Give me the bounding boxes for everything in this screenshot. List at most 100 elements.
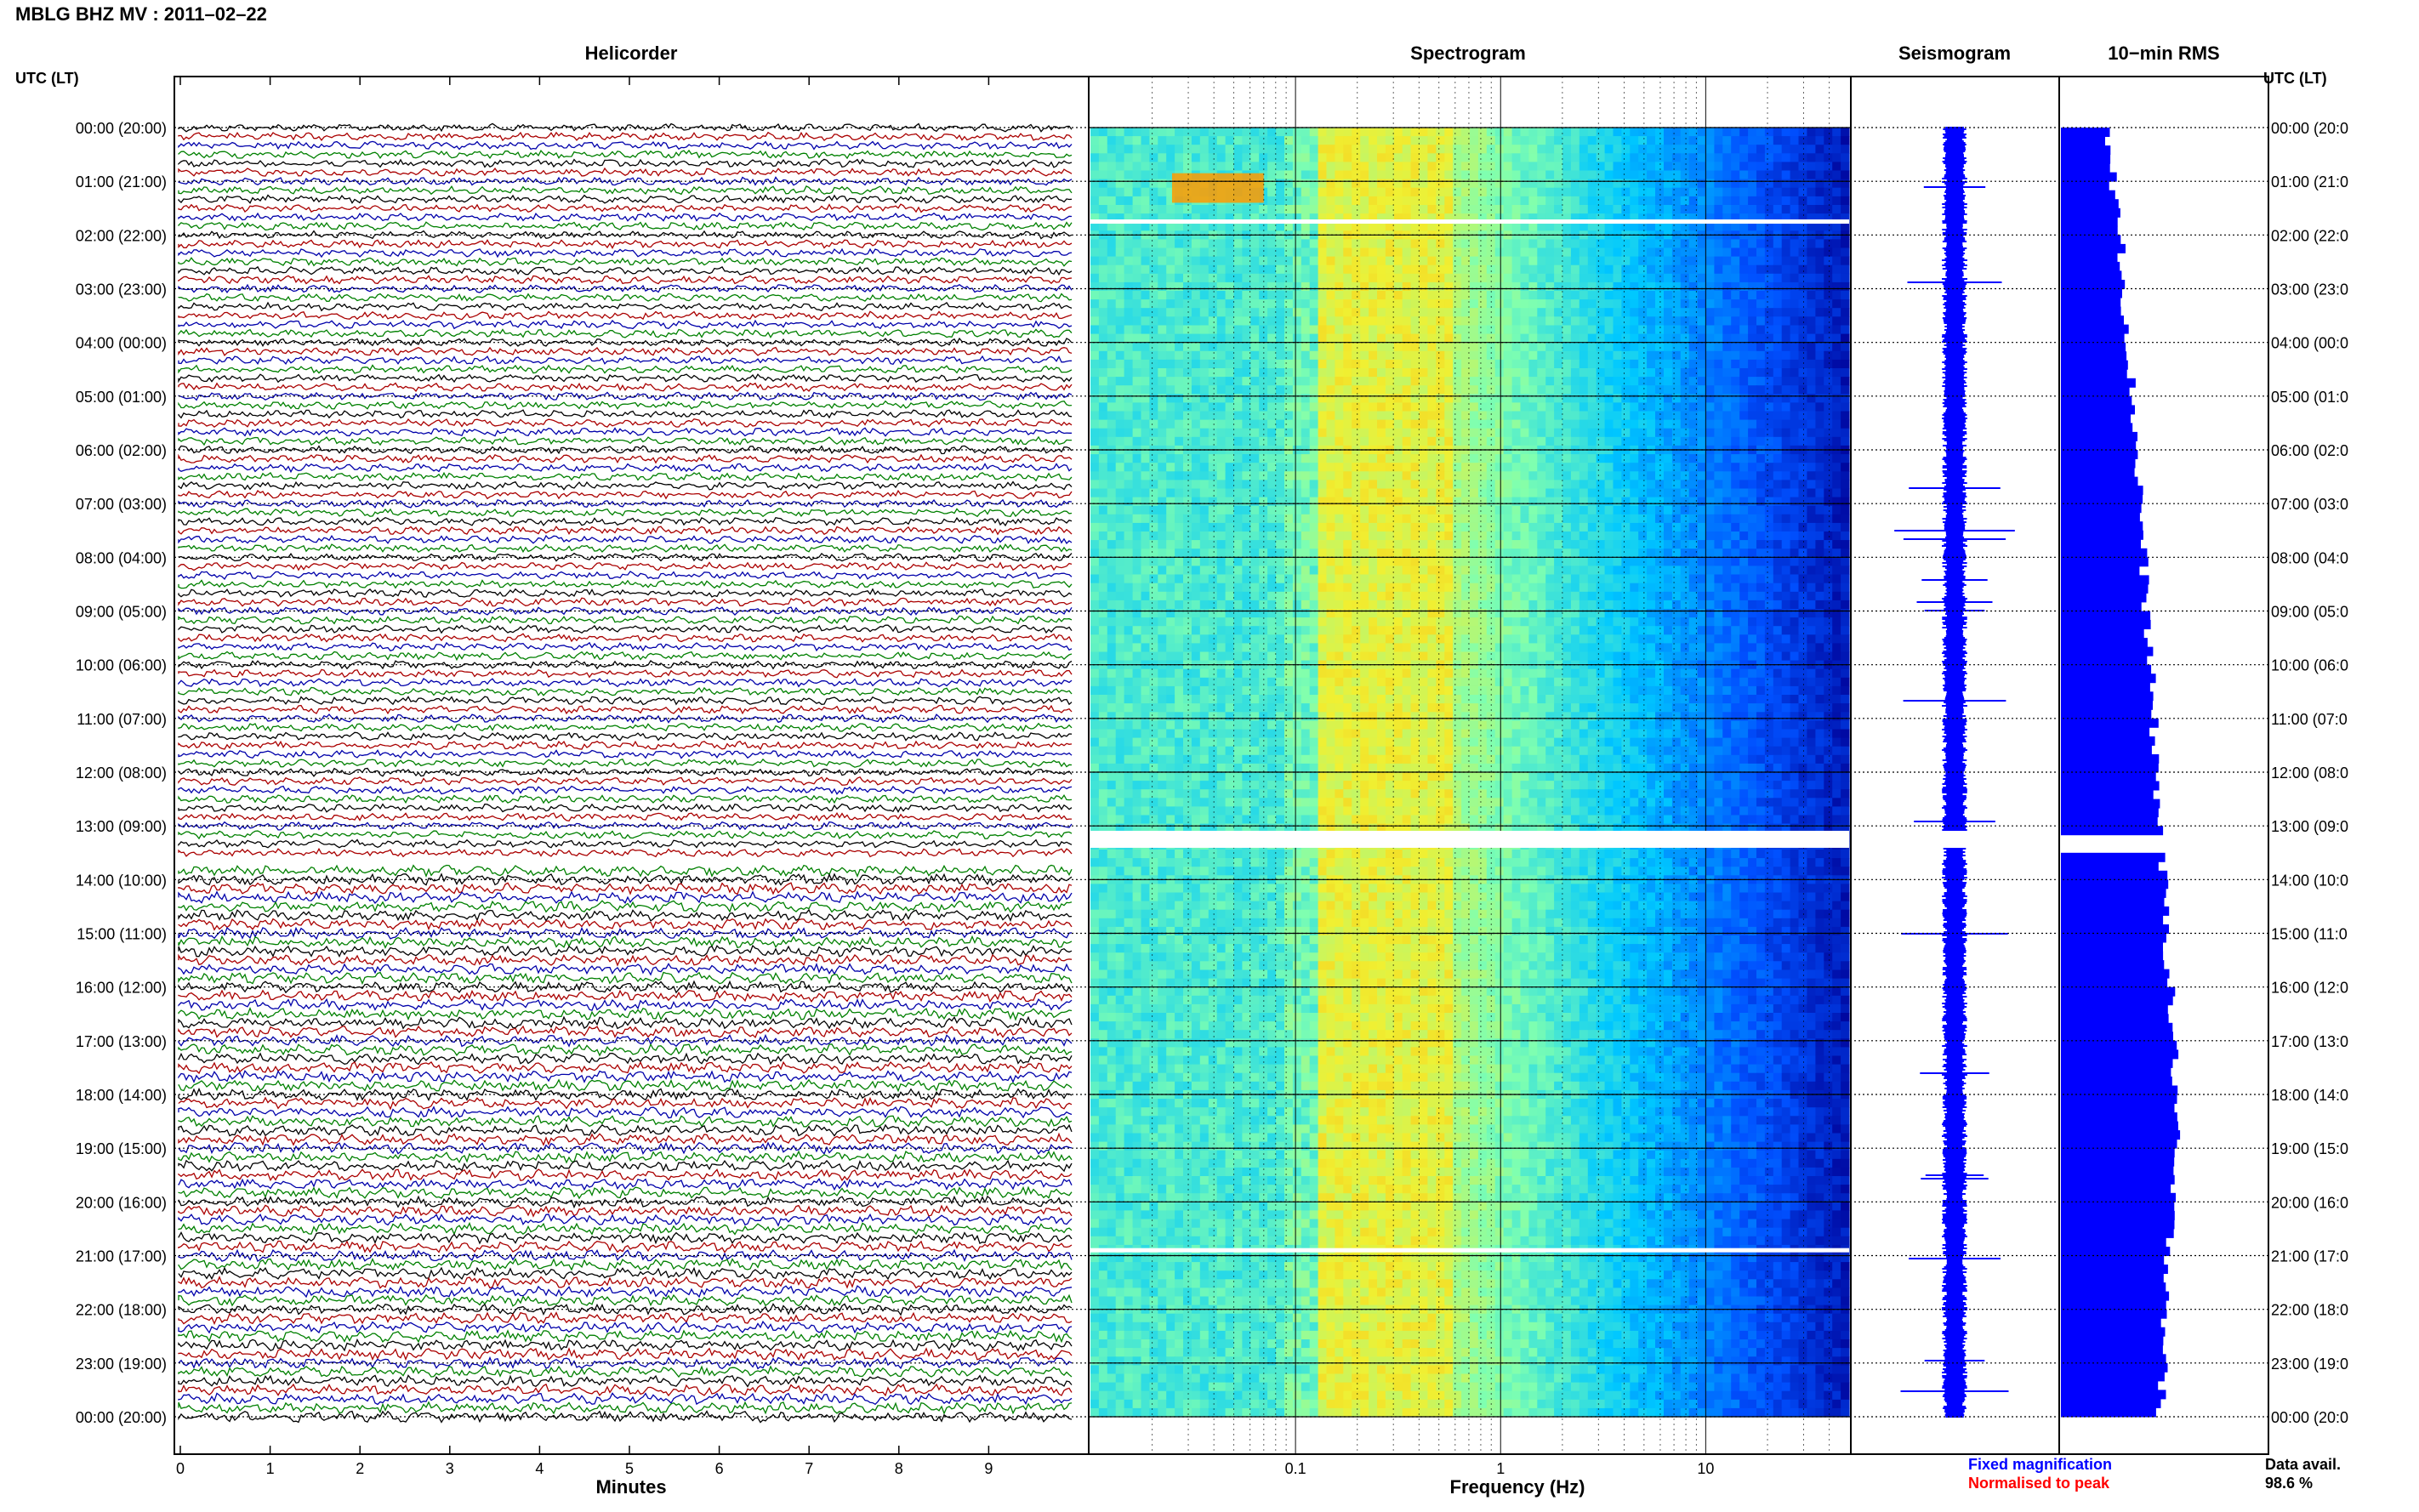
spectrogram-cell [1807,394,1816,403]
spectrogram-cell [1115,187,1125,197]
spectrogram-cell [1613,222,1622,231]
spectrogram-cell [1688,299,1699,309]
spectrogram-cell [1352,540,1361,549]
spectrogram-cell [1335,402,1344,412]
spectrogram-cell [1410,463,1420,472]
spectrogram-cell [1369,540,1378,549]
spectrogram-cell [1798,308,1807,317]
spectrogram-cell [1199,316,1210,326]
spectrogram-cell [1596,566,1606,576]
spectrogram-cell [1630,531,1639,541]
spectrogram-cell [1486,273,1496,283]
spectrogram-cell [1216,308,1227,317]
spectrogram-cell [1638,471,1648,480]
spectrogram-cell [1722,222,1732,231]
spectrogram-cell [1436,359,1445,369]
spectrogram-cell [1326,162,1335,172]
spectrogram-cell [1250,342,1260,352]
spectrogram-cell [1824,222,1833,231]
spectrogram-cell [1697,308,1707,317]
spectrogram-cell [1352,359,1361,369]
spectrogram-cell [1360,128,1369,137]
spectrogram-cell [1807,291,1816,300]
spectrogram-cell [1444,385,1454,395]
spectrogram-cell [1748,247,1757,258]
spectrogram-cell [1705,222,1715,231]
spectrogram-cell [1748,385,1757,395]
spectrogram-cell [1436,557,1445,566]
spectrogram-cell [1714,222,1723,231]
spectrogram-cell [1225,540,1235,549]
spectrogram-cell [1335,247,1344,258]
spectrogram-cell [1208,153,1218,162]
spectrogram-cell [1385,600,1395,610]
spectrogram-cell [1369,600,1378,610]
spectrogram-cell [1267,308,1277,317]
spectrogram-cell [1664,591,1673,601]
spectrogram-cell [1756,273,1766,283]
spectrogram-cell [1250,316,1260,326]
spectrogram-cell [1453,394,1462,403]
spectrogram-cell [1486,264,1496,275]
spectrogram-cell [1318,488,1328,498]
spectrogram-cell [1419,419,1428,429]
spectrogram-cell [1621,454,1631,463]
spectrogram-cell [1773,316,1783,326]
spectrogram-cell [1697,170,1707,180]
spectrogram-cell [1671,419,1682,429]
spectrogram-cell [1554,411,1563,421]
spectrogram-cell [1655,222,1665,231]
spectrogram-cell [1570,299,1580,309]
spectrogram-cell [1604,222,1614,231]
spectrogram-cell [1688,497,1699,507]
spectrogram-cell [1748,454,1757,463]
spectrogram-cell [1680,333,1690,344]
spectrogram-cell [1191,273,1201,283]
spectrogram-cell [1158,419,1167,429]
spectrogram-cell [1175,239,1184,249]
spectrogram-cell [1393,591,1403,601]
spectrogram-cell [1554,428,1563,438]
spectrogram-cell [1402,299,1412,309]
spectrogram-cell [1841,205,1850,214]
spectrogram-cell [1208,136,1218,145]
spectrogram-cell [1756,205,1766,214]
spectrogram-cell [1511,557,1522,566]
spectrogram-cell [1705,170,1715,180]
spectrogram-cell [1343,377,1352,386]
spectrogram-cell [1798,428,1807,438]
spectrogram-cell [1815,325,1824,335]
spectrogram-cell [1697,281,1707,292]
spectrogram-cell [1090,557,1100,566]
spectrogram-cell [1453,256,1462,266]
spectrogram-cell [1242,239,1251,249]
spectrogram-cell [1369,428,1378,438]
spectrogram-cell [1326,342,1335,352]
spectrogram-cell [1511,342,1522,352]
spectrogram-cell [1124,170,1134,180]
spectrogram-cell [1647,162,1656,172]
spectrogram-cell [1369,591,1378,601]
spectrogram-cell [1570,205,1580,214]
spectrogram-cell [1579,273,1589,283]
spectrogram-cell [1545,377,1555,386]
spectrogram-cell [1781,583,1791,593]
spectrogram-cell [1309,591,1319,601]
spectrogram-cell [1664,497,1673,507]
spectrogram-cell [1781,497,1791,507]
spectrogram-cell [1705,264,1715,275]
spectrogram-cell [1436,522,1445,532]
spectrogram-cell [1520,428,1529,438]
spectrogram-cell [1756,247,1766,258]
spectrogram-cell [1739,128,1749,137]
spectrogram-cell [1343,514,1352,524]
spectrogram-cell [1824,549,1833,558]
spectrogram-cell [1807,222,1816,231]
spectrogram-cell [1798,299,1807,309]
spectrogram-cell [1511,574,1522,584]
spectrogram-cell [1638,342,1648,352]
spectrogram-cell [1158,488,1167,498]
spectrogram-cell [1655,557,1665,566]
spectrogram-cell [1562,179,1572,189]
spectrogram-cell [1688,325,1699,335]
